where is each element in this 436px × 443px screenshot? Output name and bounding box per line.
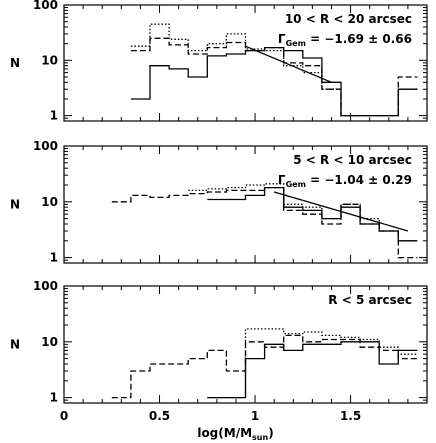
- annotation-gamma: ΓGem = −1.69 ± 0.66: [278, 32, 412, 48]
- series-dashed: [111, 186, 418, 259]
- x-axis-label: log(M/Msun): [197, 426, 273, 442]
- y-tick-label: 100: [33, 0, 58, 12]
- fit-line: [273, 191, 409, 232]
- y-tick-label: 100: [33, 279, 58, 293]
- fit-line: [245, 45, 332, 83]
- series-dashed: [130, 37, 418, 117]
- annotation-range: 5 < R < 10 arcsec: [293, 153, 412, 167]
- x-tick-label: 0.5: [149, 409, 170, 423]
- x-tick-label: 1: [251, 409, 259, 423]
- panel-2: 1 10 100 N 5 < R < 10 arcsec ΓGem = −1.04 ± 0…: [10, 139, 428, 265]
- series-solid: [207, 186, 418, 242]
- x-tick-label: 0: [60, 409, 68, 423]
- y-tick-label: 1: [50, 391, 58, 405]
- y-axis-label: N: [10, 56, 20, 70]
- x-tick-label: 1.5: [340, 409, 361, 423]
- y-tick-label: 10: [41, 195, 58, 209]
- series-dotted: [130, 23, 418, 117]
- y-axis-label: N: [10, 338, 20, 352]
- annotation-range: R < 5 arcsec: [328, 293, 412, 307]
- series-dotted: [188, 183, 418, 242]
- y-tick-label: 1: [50, 109, 58, 123]
- panel-3: 1 10 100 0 0.5 1 1.5 N R < 5 arcsec log(M/Msun): [10, 279, 428, 442]
- y-axis-label: N: [10, 198, 20, 212]
- annotation-gamma: ΓGem = −1.04 ± 0.29: [278, 173, 412, 189]
- y-tick-label: 100: [33, 139, 58, 153]
- annotation-range: 10 < R < 20 arcsec: [285, 12, 412, 26]
- y-tick-label: 1: [50, 251, 58, 265]
- series-dotted: [207, 328, 418, 399]
- panel-1: 1 10 100 N 10 < R < 20 arcsec ΓGem = −1.69 ± …: [10, 0, 428, 123]
- y-tick-label: 10: [41, 53, 58, 67]
- series-dashed: [111, 334, 418, 399]
- y-tick-label: 10: [41, 335, 58, 349]
